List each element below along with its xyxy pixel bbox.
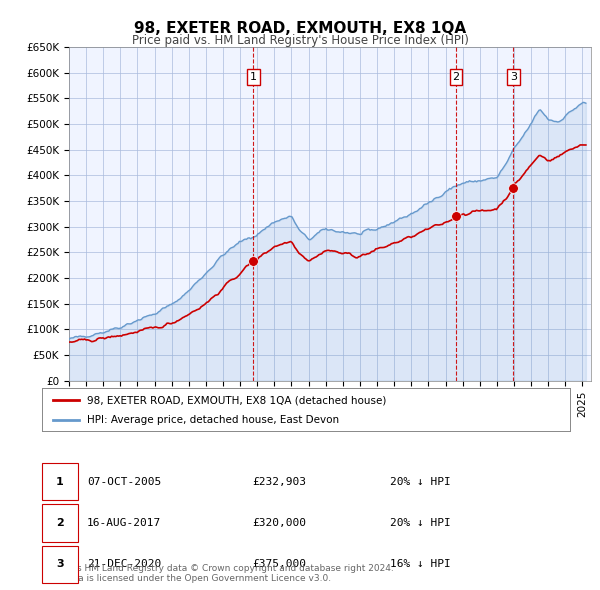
- Text: 98, EXETER ROAD, EXMOUTH, EX8 1QA (detached house): 98, EXETER ROAD, EXMOUTH, EX8 1QA (detac…: [87, 395, 386, 405]
- Text: 16-AUG-2017: 16-AUG-2017: [87, 518, 161, 528]
- Text: 20% ↓ HPI: 20% ↓ HPI: [390, 477, 451, 487]
- Text: 3: 3: [56, 559, 64, 569]
- Text: Contains HM Land Registry data © Crown copyright and database right 2024.
This d: Contains HM Land Registry data © Crown c…: [42, 563, 394, 583]
- Text: £375,000: £375,000: [252, 559, 306, 569]
- Text: 16% ↓ HPI: 16% ↓ HPI: [390, 559, 451, 569]
- Text: 1: 1: [56, 477, 64, 487]
- Text: 21-DEC-2020: 21-DEC-2020: [87, 559, 161, 569]
- Text: Price paid vs. HM Land Registry's House Price Index (HPI): Price paid vs. HM Land Registry's House …: [131, 34, 469, 47]
- Text: 3: 3: [510, 72, 517, 82]
- Text: £320,000: £320,000: [252, 518, 306, 528]
- Text: 1: 1: [250, 72, 257, 82]
- Text: 2: 2: [452, 72, 460, 82]
- Text: 20% ↓ HPI: 20% ↓ HPI: [390, 518, 451, 528]
- Text: HPI: Average price, detached house, East Devon: HPI: Average price, detached house, East…: [87, 415, 339, 425]
- Text: 98, EXETER ROAD, EXMOUTH, EX8 1QA: 98, EXETER ROAD, EXMOUTH, EX8 1QA: [134, 21, 466, 35]
- Text: £232,903: £232,903: [252, 477, 306, 487]
- Text: 2: 2: [56, 518, 64, 528]
- Text: 07-OCT-2005: 07-OCT-2005: [87, 477, 161, 487]
